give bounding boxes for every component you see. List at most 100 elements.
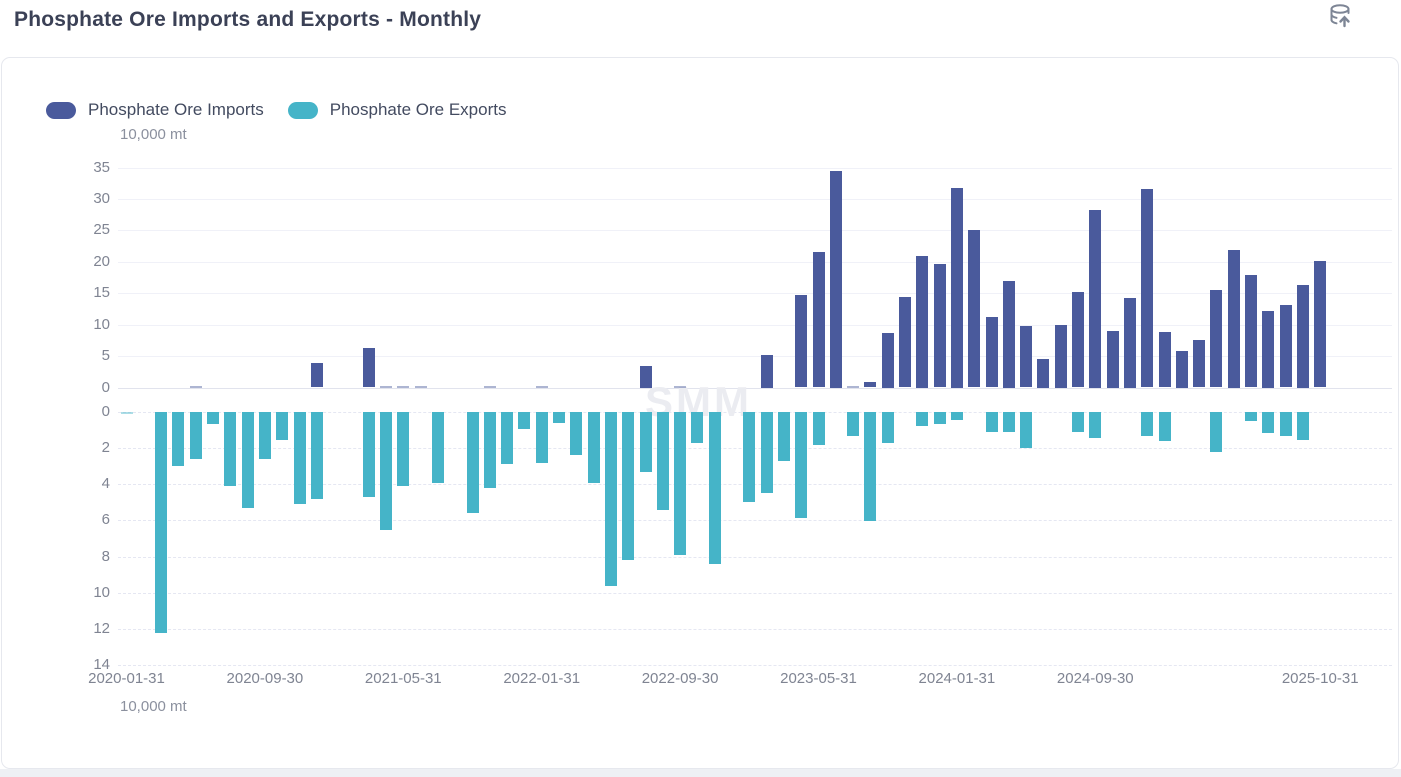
import-bar[interactable]	[760, 354, 773, 388]
export-bar[interactable]	[760, 412, 773, 494]
export-bar[interactable]	[1089, 412, 1102, 439]
import-bar[interactable]	[1072, 291, 1084, 388]
export-bar[interactable]	[1020, 412, 1033, 449]
import-bar[interactable]	[1106, 330, 1119, 388]
import-bar[interactable]	[1158, 332, 1171, 388]
export-bar[interactable]	[310, 412, 323, 499]
export-bar[interactable]	[120, 412, 133, 414]
import-bar[interactable]	[414, 385, 427, 388]
export-bar[interactable]	[674, 412, 687, 555]
export-bar[interactable]	[1072, 412, 1084, 432]
import-bar[interactable]	[812, 252, 825, 388]
y-tick-top-35: 35	[93, 158, 110, 176]
import-bar[interactable]	[1314, 261, 1327, 388]
export-data-button[interactable]	[1326, 2, 1356, 32]
export-bar[interactable]	[535, 412, 548, 463]
legend-item-imports[interactable]: Phosphate Ore Imports	[46, 100, 264, 120]
import-bar[interactable]	[1054, 324, 1067, 388]
export-bar[interactable]	[1245, 412, 1257, 421]
import-bar[interactable]	[1262, 311, 1275, 388]
export-bar[interactable]	[1158, 412, 1171, 441]
export-bar[interactable]	[241, 412, 254, 508]
import-bar[interactable]	[950, 188, 963, 388]
export-bar[interactable]	[189, 412, 202, 459]
export-bar[interactable]	[812, 412, 825, 445]
export-bar[interactable]	[864, 412, 877, 522]
export-bar[interactable]	[293, 412, 306, 505]
import-bar[interactable]	[1210, 290, 1223, 388]
export-bar[interactable]	[656, 412, 669, 510]
import-bar[interactable]	[380, 385, 392, 388]
export-bar[interactable]	[362, 412, 375, 497]
export-bar[interactable]	[483, 412, 496, 488]
import-bar[interactable]	[1089, 210, 1102, 388]
import-bar[interactable]	[1245, 274, 1257, 388]
export-bar[interactable]	[172, 412, 185, 467]
export-bar[interactable]	[276, 412, 289, 440]
import-bar[interactable]	[1193, 340, 1206, 388]
import-bar[interactable]	[674, 385, 687, 388]
import-bar[interactable]	[847, 385, 860, 388]
export-bar[interactable]	[639, 412, 652, 472]
export-bar[interactable]	[1262, 412, 1275, 433]
export-bar[interactable]	[1141, 412, 1154, 437]
import-bar[interactable]	[1296, 285, 1309, 388]
import-bar[interactable]	[1141, 188, 1154, 388]
import-bar[interactable]	[1037, 359, 1050, 388]
import-bar[interactable]	[310, 362, 323, 388]
export-bar[interactable]	[847, 412, 860, 436]
import-bar[interactable]	[933, 264, 946, 388]
import-bar[interactable]	[1175, 351, 1188, 388]
import-bar[interactable]	[916, 255, 929, 388]
export-bar[interactable]	[1002, 412, 1015, 432]
export-bar[interactable]	[380, 412, 392, 530]
import-bar[interactable]	[829, 170, 842, 388]
export-bar[interactable]	[501, 412, 514, 464]
import-bar[interactable]	[985, 317, 998, 388]
export-bar[interactable]	[397, 412, 410, 487]
export-bar[interactable]	[1279, 412, 1292, 436]
export-bar[interactable]	[1296, 412, 1309, 440]
export-bar[interactable]	[916, 412, 929, 426]
legend-item-exports[interactable]: Phosphate Ore Exports	[287, 100, 506, 120]
export-bar[interactable]	[777, 412, 790, 461]
export-bar[interactable]	[587, 412, 600, 484]
export-bar[interactable]	[604, 412, 617, 586]
import-bar[interactable]	[1227, 249, 1240, 388]
export-bar[interactable]	[431, 412, 444, 483]
export-bar[interactable]	[155, 412, 168, 633]
import-bar[interactable]	[397, 385, 410, 388]
export-bar[interactable]	[933, 412, 946, 424]
import-bar[interactable]	[1279, 305, 1292, 388]
import-bar[interactable]	[189, 385, 202, 388]
export-bar[interactable]	[258, 412, 271, 459]
export-bar[interactable]	[795, 412, 808, 518]
x-tick-label: 2024-01-31	[918, 670, 996, 687]
import-bar[interactable]	[362, 347, 375, 388]
export-bar[interactable]	[518, 412, 531, 430]
import-bar[interactable]	[864, 382, 877, 388]
export-bar[interactable]	[1210, 412, 1223, 452]
export-bar[interactable]	[207, 412, 219, 424]
export-bar[interactable]	[466, 412, 479, 514]
export-bar[interactable]	[881, 412, 894, 443]
import-bar[interactable]	[881, 332, 894, 388]
import-bar[interactable]	[483, 385, 496, 388]
export-bar[interactable]	[985, 412, 998, 432]
import-bar[interactable]	[899, 296, 911, 388]
import-bar[interactable]	[1123, 297, 1136, 388]
export-bar[interactable]	[570, 412, 583, 456]
import-bar[interactable]	[1002, 280, 1015, 388]
export-bar[interactable]	[622, 412, 635, 561]
import-bar[interactable]	[968, 230, 981, 388]
export-bar[interactable]	[708, 412, 721, 564]
export-bar[interactable]	[743, 412, 756, 503]
export-bar[interactable]	[950, 412, 963, 421]
import-bar[interactable]	[535, 385, 548, 388]
export-bar[interactable]	[224, 412, 237, 487]
import-bar[interactable]	[795, 295, 808, 388]
import-bar[interactable]	[639, 366, 652, 388]
export-bar[interactable]	[691, 412, 704, 443]
export-bar[interactable]	[553, 412, 565, 423]
import-bar[interactable]	[1020, 325, 1033, 388]
